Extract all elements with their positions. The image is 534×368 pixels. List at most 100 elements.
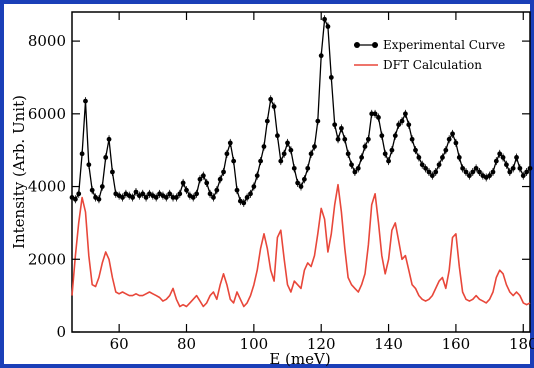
x-tick-label-4: 140 bbox=[374, 335, 403, 353]
data-point-0-42 bbox=[211, 195, 216, 200]
y-tick-label-2: 4000 bbox=[28, 178, 66, 196]
data-point-0-97 bbox=[396, 122, 402, 128]
data-point-0-61 bbox=[275, 133, 280, 139]
y-tick-label-1: 2000 bbox=[28, 250, 66, 268]
data-point-0-70 bbox=[305, 165, 311, 171]
data-point-0-29 bbox=[167, 191, 173, 197]
data-point-0-1 bbox=[72, 196, 78, 202]
data-point-0-86 bbox=[359, 155, 365, 160]
data-point-0-134 bbox=[520, 173, 526, 179]
data-point-0-39 bbox=[200, 173, 206, 179]
data-point-0-62 bbox=[278, 158, 284, 164]
x-axis-label: E (meV) bbox=[269, 350, 330, 368]
data-point-0-115 bbox=[456, 155, 462, 160]
data-point-0-111 bbox=[443, 147, 449, 153]
y-tick-label-3: 6000 bbox=[28, 105, 66, 123]
data-point-0-114 bbox=[453, 140, 459, 146]
data-point-0-52 bbox=[244, 195, 250, 200]
data-point-0-19 bbox=[133, 189, 139, 195]
data-point-0-57 bbox=[261, 144, 267, 149]
data-point-0-81 bbox=[342, 136, 348, 142]
data-point-0-104 bbox=[419, 162, 425, 168]
data-point-0-5 bbox=[86, 162, 92, 168]
data-point-0-131 bbox=[510, 165, 516, 171]
data-point-0-100 bbox=[406, 122, 412, 128]
data-point-0-54 bbox=[251, 184, 257, 189]
data-point-0-30 bbox=[170, 195, 176, 200]
data-point-0-113 bbox=[450, 131, 455, 137]
data-point-0-76 bbox=[325, 24, 331, 29]
data-point-0-3 bbox=[79, 151, 85, 157]
data-point-0-129 bbox=[504, 162, 509, 168]
data-point-0-31 bbox=[173, 195, 179, 200]
data-point-0-88 bbox=[365, 136, 371, 142]
data-point-0-95 bbox=[389, 147, 395, 153]
data-point-0-74 bbox=[318, 53, 324, 59]
x-tick-label-1: 80 bbox=[177, 335, 196, 353]
data-point-0-136 bbox=[527, 165, 533, 171]
data-point-0-102 bbox=[413, 147, 418, 153]
data-point-0-21 bbox=[140, 191, 146, 197]
data-point-0-85 bbox=[355, 165, 361, 171]
data-point-0-36 bbox=[190, 195, 196, 200]
data-point-0-132 bbox=[514, 155, 519, 160]
data-point-0-108 bbox=[433, 169, 439, 175]
data-point-0-119 bbox=[470, 169, 476, 175]
data-point-0-90 bbox=[372, 111, 378, 117]
data-point-0-72 bbox=[312, 144, 317, 149]
y-tick-label-4: 8000 bbox=[28, 32, 66, 50]
data-point-0-126 bbox=[493, 158, 499, 164]
data-point-0-83 bbox=[349, 162, 354, 168]
data-point-0-59 bbox=[268, 96, 274, 102]
data-point-0-68 bbox=[298, 184, 304, 189]
data-point-0-28 bbox=[163, 195, 169, 200]
data-point-0-110 bbox=[440, 155, 445, 160]
data-point-0-116 bbox=[460, 165, 466, 171]
data-point-0-78 bbox=[332, 122, 338, 128]
data-point-0-112 bbox=[446, 136, 452, 142]
data-point-0-58 bbox=[264, 118, 270, 124]
data-point-0-18 bbox=[130, 195, 136, 200]
data-point-0-38 bbox=[197, 176, 203, 182]
data-point-0-11 bbox=[106, 136, 112, 142]
x-tick-label-5: 160 bbox=[442, 335, 471, 353]
data-point-0-127 bbox=[497, 151, 503, 157]
data-point-0-2 bbox=[76, 191, 82, 197]
data-point-0-128 bbox=[500, 155, 506, 160]
data-point-0-118 bbox=[466, 173, 472, 179]
data-point-0-107 bbox=[429, 173, 435, 179]
data-point-0-4 bbox=[83, 98, 88, 104]
data-point-0-130 bbox=[507, 169, 513, 175]
data-point-0-124 bbox=[487, 173, 492, 179]
data-point-0-109 bbox=[436, 162, 442, 168]
x-tick-label-0: 60 bbox=[110, 335, 129, 353]
data-point-0-79 bbox=[335, 136, 341, 142]
y-axis-label: Intensity (Arb. Unit) bbox=[10, 95, 28, 249]
data-point-0-105 bbox=[423, 165, 429, 171]
legend-marker-dot-experimental-right bbox=[372, 42, 378, 48]
data-point-0-12 bbox=[110, 169, 115, 175]
data-point-0-94 bbox=[386, 158, 391, 164]
data-point-0-99 bbox=[402, 111, 408, 117]
data-point-0-135 bbox=[524, 169, 530, 175]
data-point-0-15 bbox=[120, 195, 125, 200]
data-point-0-6 bbox=[89, 187, 95, 193]
data-point-0-46 bbox=[224, 151, 230, 157]
data-point-0-120 bbox=[473, 165, 479, 171]
series-layer bbox=[69, 15, 533, 308]
data-point-0-98 bbox=[399, 118, 405, 124]
data-point-0-10 bbox=[103, 155, 109, 160]
x-tick-label-6: 180 bbox=[509, 335, 534, 353]
data-point-0-25 bbox=[153, 195, 159, 200]
data-point-0-71 bbox=[308, 151, 314, 157]
data-point-0-64 bbox=[285, 140, 290, 146]
series-line-1 bbox=[71, 183, 531, 308]
plot-area: 60 80 100 120 140 160 180 0 2000 4000 6000 8000 bbox=[28, 11, 534, 353]
data-point-0-87 bbox=[362, 144, 368, 149]
data-point-0-47 bbox=[227, 140, 233, 146]
data-point-0-37 bbox=[194, 191, 200, 197]
data-point-0-80 bbox=[339, 125, 344, 131]
data-point-0-56 bbox=[258, 158, 263, 164]
